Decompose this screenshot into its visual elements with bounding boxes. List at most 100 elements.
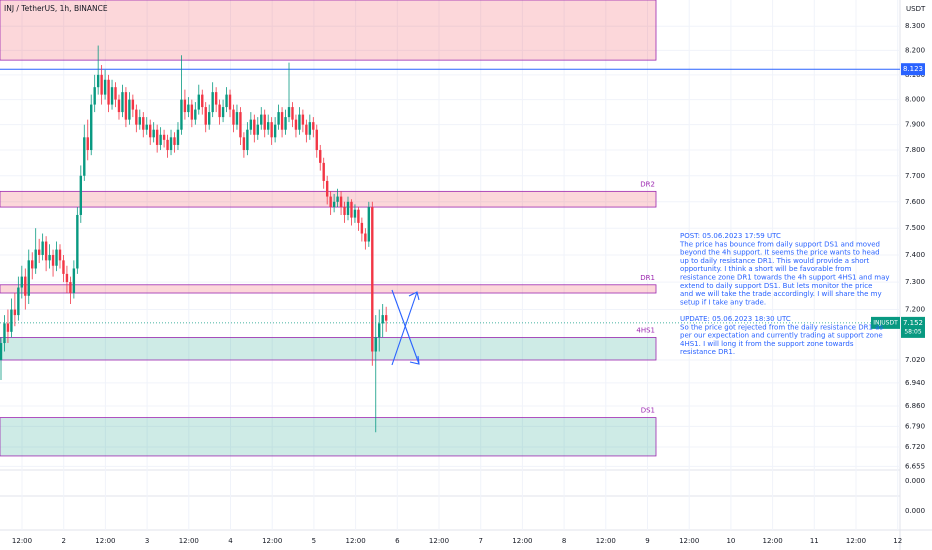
candle-body	[353, 209, 357, 218]
candle-body	[62, 260, 65, 274]
price-label-box	[901, 63, 925, 76]
candle-body	[381, 315, 384, 324]
candle-body	[13, 309, 17, 316]
candle-body	[27, 260, 30, 296]
candle-body	[232, 109, 235, 125]
candle-body	[31, 260, 34, 269]
candle-body	[284, 117, 287, 130]
candle-body	[357, 209, 360, 223]
candle-body	[103, 79, 107, 95]
x-tick-label: 9	[645, 537, 649, 545]
candle-body	[65, 273, 69, 283]
x-tick-label: 2	[61, 537, 65, 545]
note-line: per our expectation and currently tradin…	[680, 332, 883, 340]
candle-body	[117, 99, 121, 113]
candle-body	[173, 137, 176, 145]
candle-body	[225, 94, 228, 108]
candle-body	[100, 74, 103, 95]
candle-body	[124, 92, 128, 120]
candle-body	[273, 124, 277, 138]
y-tick-label: 7.300	[905, 278, 925, 286]
candle-body	[69, 282, 72, 294]
candle-body	[228, 94, 232, 110]
symbol-label-box	[871, 316, 900, 329]
candle-body	[37, 249, 41, 255]
x-tick-label: 8	[562, 537, 566, 545]
x-tick-label: 4	[228, 537, 233, 545]
candle-body	[329, 196, 332, 208]
note-line: 4HS1. I will long it from the support zo…	[680, 340, 854, 348]
candle-body	[312, 122, 315, 130]
x-tick-label: 11	[810, 537, 819, 545]
arrow-line	[391, 291, 418, 366]
candle-body	[204, 107, 207, 125]
y-tick-label: 7.800	[905, 146, 925, 154]
zone-label: DR2	[640, 180, 655, 188]
note-line: setup if I take any trade.	[680, 298, 766, 306]
x-tick-label: 12:00	[679, 537, 699, 545]
candle-body	[291, 107, 294, 120]
note-line: resistance DR1.	[680, 348, 735, 356]
candle-body	[128, 99, 131, 120]
candle-body	[96, 74, 100, 88]
candle-body	[371, 207, 374, 352]
candle-body	[374, 337, 377, 352]
candle-body	[93, 87, 96, 105]
y-tick-label: 7.500	[905, 224, 925, 232]
candle-body	[169, 137, 173, 151]
candle-body	[138, 117, 141, 125]
candle-body	[114, 87, 117, 100]
candle-body	[263, 114, 266, 130]
note-line: UPDATE: 05.06.2023 18:30 UTC	[680, 315, 791, 323]
y-tick-label: 7.900	[905, 121, 925, 129]
x-tick-label: 12	[893, 537, 902, 545]
x-tick-label: 12:00	[596, 537, 616, 545]
candle-body	[3, 323, 6, 344]
zone-label: 4HS1	[636, 326, 655, 334]
candle-body	[135, 109, 138, 125]
candle-body	[72, 268, 76, 294]
zone	[0, 337, 657, 361]
candle-body	[378, 323, 381, 338]
y-tick-label: 8.000	[905, 96, 925, 104]
y-tick-label: 6.720	[905, 443, 925, 451]
candle-body	[235, 112, 239, 125]
note-line: So the price got rejected from the daily…	[680, 323, 883, 331]
x-tick-label: 12:00	[179, 537, 199, 545]
x-tick-label: 12:00	[512, 537, 532, 545]
x-tick-label: 12:00	[763, 537, 783, 545]
note-line: The price has bounce from daily support …	[679, 240, 880, 248]
projection-arrows	[391, 289, 420, 366]
candle-body	[152, 129, 155, 138]
candle-body	[34, 249, 37, 269]
candle-body	[76, 214, 79, 269]
x-tick-label: 12:00	[846, 537, 866, 545]
candle-body	[239, 112, 242, 138]
note-line: resistance zone DR1 towards the 4h suppo…	[680, 274, 890, 282]
candle-body	[58, 249, 62, 261]
candle-body	[343, 207, 346, 215]
candle-body	[180, 99, 183, 130]
last-price-box	[901, 316, 925, 338]
candle-body	[83, 137, 86, 176]
candle-body	[107, 79, 110, 105]
candle-body	[190, 104, 194, 120]
note-line: extend to daily support DS1. But lets mo…	[680, 282, 872, 290]
note-line: up to daily resistance DR1. This would p…	[680, 257, 869, 265]
y-tick-label: 8.300	[905, 22, 925, 30]
candle-body	[256, 124, 259, 135]
candle-body	[336, 196, 339, 202]
pane-label: 0.000	[905, 507, 925, 515]
candle-body	[145, 124, 148, 130]
chart-title: INJ / TetherUS, 1h, BINANCE	[4, 4, 108, 13]
candle-body	[10, 309, 13, 332]
last-price-label: 7.152	[903, 319, 923, 327]
candle-body	[0, 343, 3, 361]
y-tick-label: 7.700	[905, 172, 925, 180]
candle-body	[322, 162, 325, 181]
candle-body	[325, 180, 329, 197]
candle-body	[17, 287, 20, 316]
x-tick-label: 12:00	[429, 537, 449, 545]
x-tick-label: 10	[726, 537, 735, 545]
candle-body	[194, 109, 197, 120]
